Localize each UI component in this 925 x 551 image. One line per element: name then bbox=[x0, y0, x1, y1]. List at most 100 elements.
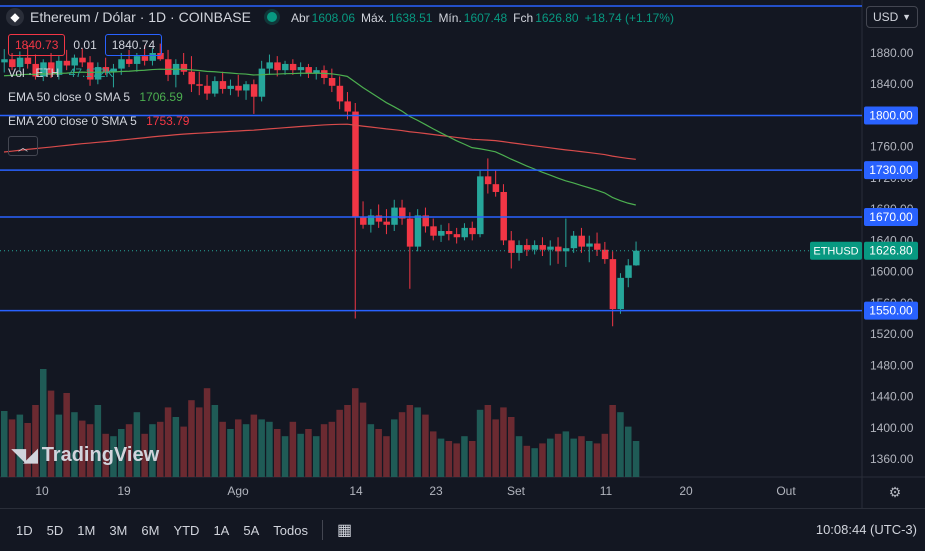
volume-bar bbox=[437, 438, 445, 477]
level-price-label: 1550.00 bbox=[869, 304, 913, 318]
candle-body bbox=[531, 245, 539, 250]
chart-settings-icon[interactable]: ⚙ bbox=[888, 484, 902, 500]
candle-body bbox=[297, 67, 305, 71]
range-button-ytd[interactable]: YTD bbox=[173, 522, 200, 538]
range-button-5a[interactable]: 5A bbox=[243, 522, 260, 538]
range-button-1a[interactable]: 1A bbox=[213, 522, 230, 538]
volume-bar bbox=[430, 431, 437, 477]
volume-bar bbox=[586, 441, 593, 477]
candle-body bbox=[63, 60, 71, 66]
volume-bar bbox=[24, 423, 31, 477]
volume-bar bbox=[125, 424, 133, 477]
ohlc-value: 1638.51 bbox=[389, 11, 433, 25]
candle-body bbox=[87, 62, 94, 80]
collapse-legend-button[interactable]: ︿ bbox=[8, 136, 38, 156]
trade-panel: 1840.73 0.01 1840.74 bbox=[8, 34, 163, 56]
sell-button[interactable]: 1840.73 bbox=[8, 34, 66, 56]
candle-body bbox=[609, 259, 617, 310]
ema50-legend[interactable]: EMA 50 close 0 SMA 5 1706.59 bbox=[8, 90, 183, 104]
range-button-1d[interactable]: 1D bbox=[16, 522, 33, 538]
volume-bar bbox=[203, 388, 211, 477]
ohlc-label: Fch bbox=[513, 11, 534, 25]
volume-bar bbox=[515, 436, 523, 477]
range-button-5d[interactable]: 5D bbox=[46, 522, 64, 538]
volume-bar bbox=[414, 407, 421, 477]
volume-bar bbox=[461, 436, 468, 477]
chevron-down-icon: ▼ bbox=[902, 12, 911, 22]
candle-body bbox=[94, 67, 102, 80]
price-tick-label: 1440.00 bbox=[870, 390, 914, 404]
volume-bar bbox=[102, 433, 109, 477]
candle-body bbox=[422, 215, 429, 227]
volume-bar bbox=[625, 426, 632, 477]
ohlc-value: 1626.80 bbox=[535, 11, 579, 25]
volume-bar bbox=[1, 411, 8, 477]
candle-body bbox=[555, 246, 562, 252]
price-tick-label: 1600.00 bbox=[870, 265, 914, 279]
volume-bar bbox=[469, 441, 476, 477]
chevron-up-icon: ︿ bbox=[18, 142, 28, 154]
ohlc-label: Mín. bbox=[438, 11, 462, 25]
candle-body bbox=[188, 71, 195, 85]
volume-bar bbox=[484, 405, 492, 477]
candle-body bbox=[24, 57, 32, 64]
volume-bar bbox=[149, 424, 156, 477]
volume-bar bbox=[141, 433, 148, 477]
candle-body bbox=[40, 62, 47, 77]
calendar-range-icon[interactable]: ▦ bbox=[336, 522, 353, 539]
candle-body bbox=[1, 59, 8, 63]
symbol-title[interactable]: Ethereum / Dólar · 1D · COINBASE bbox=[30, 9, 251, 25]
candle-body bbox=[594, 243, 601, 250]
ohlc-value: 1607.48 bbox=[463, 11, 508, 25]
clock-timezone[interactable]: 10:08:44 (UTC-3) bbox=[815, 522, 917, 537]
volume-bar bbox=[164, 407, 172, 477]
volume-bar bbox=[266, 421, 273, 477]
range-button-3m[interactable]: 3M bbox=[109, 522, 128, 538]
candle-body bbox=[32, 63, 39, 77]
range-button-todos[interactable]: Todos bbox=[273, 522, 308, 538]
ema50-value: 1706.59 bbox=[139, 90, 183, 104]
volume-bar bbox=[601, 433, 609, 477]
time-tick-label: 11 bbox=[600, 484, 613, 498]
price-tick-label: 1480.00 bbox=[870, 358, 914, 372]
price-tick-label: 1400.00 bbox=[870, 421, 914, 435]
candle-body bbox=[55, 60, 63, 75]
candle-body bbox=[313, 70, 320, 74]
buy-button[interactable]: 1840.74 bbox=[104, 34, 163, 56]
volume-bar bbox=[188, 400, 195, 477]
candle-body bbox=[165, 59, 172, 75]
volume-bar bbox=[118, 429, 125, 477]
volume-bar bbox=[336, 409, 343, 477]
range-button-1m[interactable]: 1M bbox=[77, 522, 96, 538]
volume-bar bbox=[359, 402, 367, 477]
volume-bar bbox=[391, 419, 398, 477]
volume-bar bbox=[367, 424, 375, 477]
level-price-tag bbox=[864, 301, 918, 320]
ema200-value: 1753.79 bbox=[146, 114, 190, 128]
volume-bar bbox=[328, 421, 336, 477]
candle-body bbox=[516, 245, 523, 253]
currency-selector[interactable]: USD ▼ bbox=[866, 6, 918, 28]
candle-body bbox=[352, 111, 359, 217]
candle-body bbox=[227, 85, 234, 89]
range-button-6m[interactable]: 6M bbox=[141, 522, 160, 538]
level-price-label: 1670.00 bbox=[869, 210, 913, 224]
volume-label: Vol · ETH bbox=[8, 66, 60, 80]
time-tick-label: 14 bbox=[349, 484, 363, 498]
ema50-line bbox=[3, 68, 636, 206]
price-tick-label: 1840.00 bbox=[870, 77, 914, 91]
range-buttons: 1D 5D 1M 3M 6M YTD 1A 5A Todos bbox=[0, 523, 308, 538]
candle-body bbox=[9, 59, 16, 68]
volume-bar bbox=[445, 441, 453, 477]
tradingview-wordmark: TradingView bbox=[41, 444, 160, 466]
ethereum-logo-icon: ◆ bbox=[6, 8, 24, 26]
volume-bar bbox=[632, 441, 640, 477]
volume-legend[interactable]: Vol · ETH 47.172K bbox=[8, 66, 113, 80]
ema200-legend[interactable]: EMA 200 close 0 SMA 5 1753.79 bbox=[8, 114, 189, 128]
tradingview-logo[interactable]: ◥◢ TradingView bbox=[12, 444, 159, 467]
symbol-tag-label: ETHUSD bbox=[813, 246, 858, 258]
volume-bar bbox=[274, 429, 281, 477]
candle-body bbox=[383, 221, 390, 225]
candle-body bbox=[438, 231, 445, 236]
